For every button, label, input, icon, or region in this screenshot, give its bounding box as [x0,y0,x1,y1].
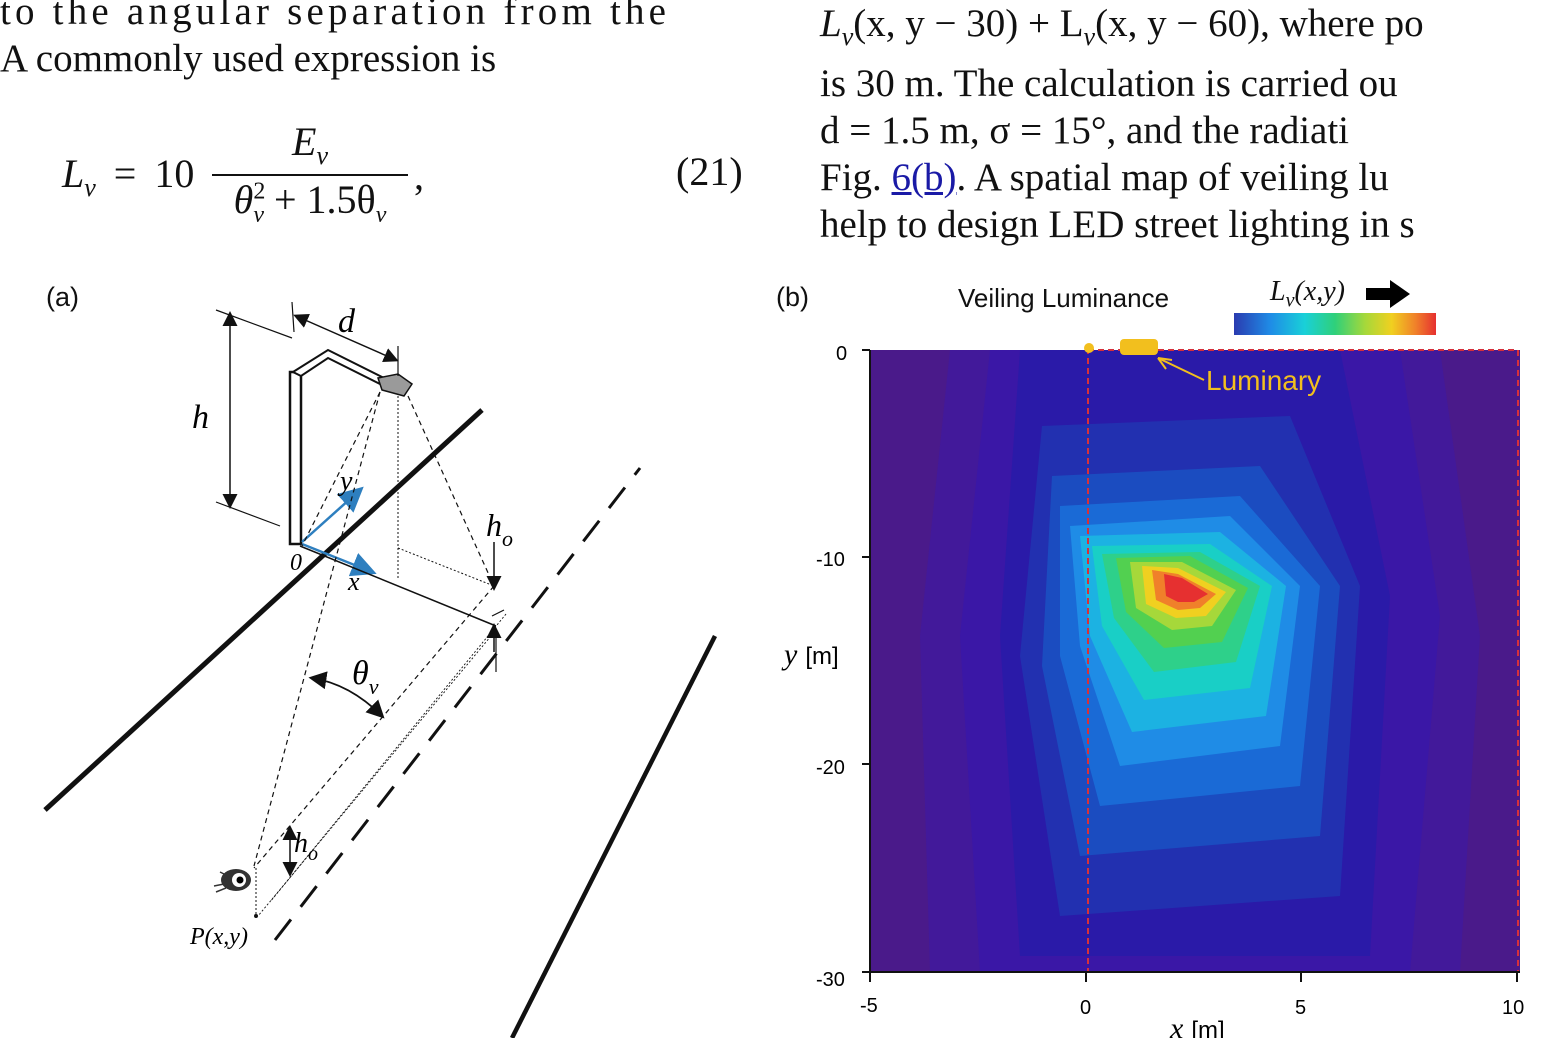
eq-numerator: E [292,119,317,164]
eq-equals: = [113,151,137,196]
y-tick-3: -30 [816,969,845,991]
sight-line-1 [253,391,381,867]
pole-marker [1084,343,1094,353]
rt-l1b: v [841,21,854,51]
rt-l4b: . A spatial map of veiling lu [956,155,1389,199]
x-tick-3: 10 [1502,997,1524,1019]
label-ho-top: ho [486,507,513,551]
sight-line-2 [253,585,495,869]
eq-fraction: Ev θ2v + 1.5θv [212,118,408,229]
x-tick-2: 5 [1295,997,1306,1019]
label-d: d [338,303,356,340]
luminaire-head [377,373,414,397]
label-theta: θv [352,655,379,699]
y-tick-2: -20 [816,757,845,779]
left-text-line-1: to the angular separation from the [0,0,671,33]
colorbar [1234,313,1436,335]
left-text-line-2: A commonly used expression is [0,37,497,80]
eq-denominator: θ [233,177,254,222]
veiling-luminance-heatmap: Luminary 0 -10 -20 -30 -5 0 5 10 y [m] x[… [781,339,1524,1038]
heatmap-contours [870,350,1520,972]
eq-lhs-sub: v [84,173,96,202]
rt-l1d: v [1083,21,1096,51]
luminary-label: Luminary [1206,365,1321,396]
y-tick-1: -10 [816,549,845,571]
left-text-column: to the angular separation from the A com… [0,0,670,82]
x-axis-label: x [m] [1169,1012,1225,1038]
right-text-line-3: d = 1.5 m, σ = 15°, and the radiati [820,108,1350,152]
eq-den-sup: 2 [253,178,266,205]
eq-den-plus: + 1.5θ [273,177,376,222]
road-edge-left [43,408,484,812]
right-text-line-1: Lv(x, y − 30) + Lv(x, y − 60), where po [820,0,1424,60]
y-tick-0: 0 [836,343,847,365]
label-y: y [337,466,353,497]
lamp-pole [288,370,303,546]
rt-l4a: Fig. [820,155,892,199]
right-text-column: Lv(x, y − 30) + Lv(x, y − 60), where po … [820,0,1424,248]
rt-l1c: (x, y − 30) + L [853,2,1084,45]
rt-l1e: (x, y − 60), where po [1095,2,1424,45]
road-center-dashed [273,467,642,941]
heatmap-title: Veiling Luminance [958,283,1170,313]
label-ho-bottom: ho [294,828,318,865]
label-h: h [192,399,209,436]
figure-a-diagram: h d y x 0 ho θv ho P(x,y) [43,301,718,1038]
label-point: P(x,y) [189,924,248,950]
eq-comma: , [414,153,424,198]
x-tick-1: 0 [1080,997,1091,1019]
eq-den-sub: v [253,202,264,228]
eq-coef: 10 [154,151,195,196]
road-edge-right [509,634,718,1038]
panel-label-b: (b) [776,282,809,312]
theta-arc [308,671,385,719]
colorbar-arrow-icon [1366,280,1410,308]
lamp-arm [290,348,394,390]
figure-6b-link[interactable]: 6(b) [891,155,957,199]
luminary-marker [1120,339,1158,355]
eq-numerator-sub: v [316,141,328,170]
y-axis-arrow [301,486,364,543]
eq-den-sub2: v [375,202,387,228]
eq-lhs: L [62,151,85,196]
panel-label-a: (a) [46,282,79,312]
x-axis-arrow [301,542,377,577]
label-x: x [347,567,360,596]
y-axis-label: y [m] [781,638,839,671]
rt-l1a: L [820,2,842,45]
right-text-line-5: help to design LED street lighting in s [820,202,1415,246]
right-text-line-2: is 30 m. The calculation is carried ou [820,61,1398,105]
right-text-line-4: Fig. 6(b). A spatial map of veiling lu [820,154,1424,201]
eq-number: (21) [676,149,743,194]
colorbar-label: Lv(x,y) [1270,276,1345,312]
road-region-outline [1087,349,1519,973]
label-origin: 0 [290,550,302,576]
eye-icon [213,869,251,893]
x-tick-0: -5 [860,995,878,1017]
d-dimension-line [293,313,399,363]
